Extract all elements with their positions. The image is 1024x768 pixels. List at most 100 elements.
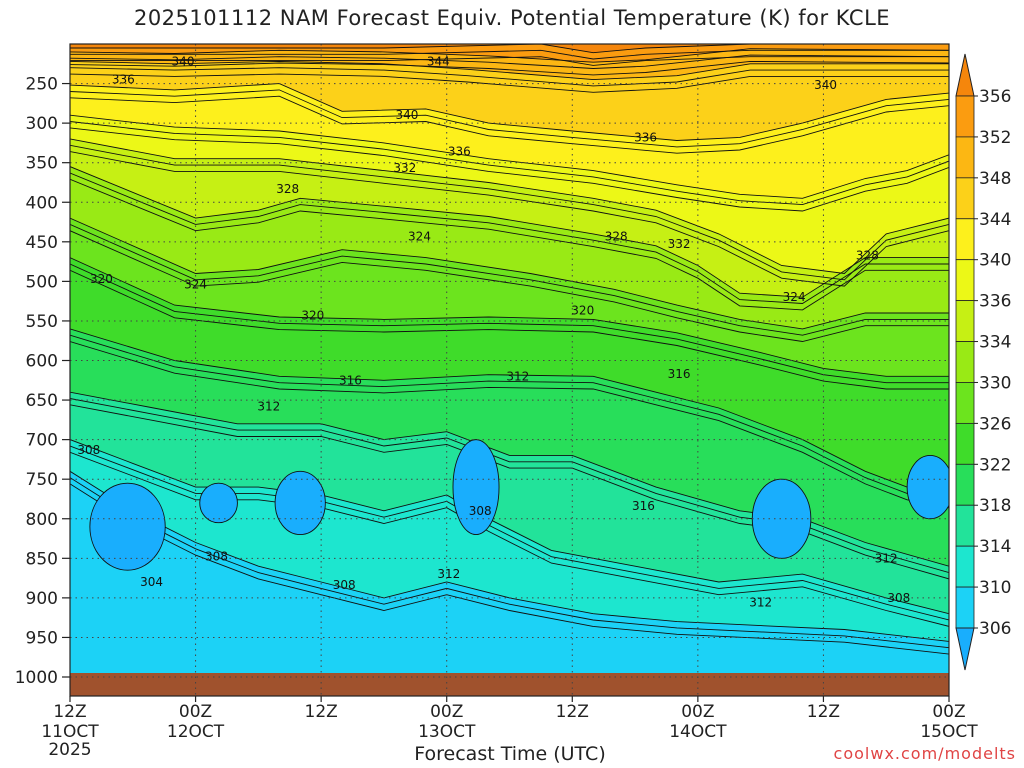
colorbar-band-1 xyxy=(955,136,975,179)
y-tick-label-350: 350 xyxy=(26,154,58,174)
contour-356-2 xyxy=(70,56,949,66)
colorbar-label-314: 314 xyxy=(979,537,1011,557)
colorbar-label-310: 310 xyxy=(979,578,1011,598)
contour-label-23: 308 xyxy=(77,443,100,457)
gridlines xyxy=(69,44,950,696)
contour-340-0 xyxy=(70,83,949,141)
contour-label-11: 328 xyxy=(605,229,628,243)
chart-title: 2025101112 NAM Forecast Equiv. Potential… xyxy=(133,6,891,30)
cold-pocket-3 xyxy=(274,470,326,536)
contour-344-0 xyxy=(70,60,949,81)
contour-label-21: 316 xyxy=(339,373,362,387)
x-axis-label: Forecast Time (UTC) xyxy=(414,743,606,765)
plot-frame xyxy=(69,43,950,697)
x-tick-hour-6: 12Z xyxy=(807,702,840,722)
x-tick-year-0: 2025 xyxy=(48,740,91,760)
colorbar-band-11 xyxy=(955,545,975,588)
contour-336-0 xyxy=(70,114,949,199)
contour-336-2 xyxy=(70,127,949,212)
colorbar-band-7 xyxy=(955,382,975,424)
contour-label-32: 312 xyxy=(749,596,772,610)
contour-label-5: 340 xyxy=(395,108,418,122)
colorbar-band-4 xyxy=(955,259,975,302)
contour-344-2 xyxy=(70,73,949,93)
contour-320-1 xyxy=(70,263,949,384)
contour-label-19: 316 xyxy=(668,367,691,381)
y-tick-label-900: 900 xyxy=(26,589,58,609)
contour-348-0 xyxy=(70,48,949,63)
colorbar-label-330: 330 xyxy=(979,373,1011,393)
colorbar-label-344: 344 xyxy=(979,210,1011,230)
colorbar-tip-top xyxy=(955,53,975,97)
contour-label-10: 324 xyxy=(408,229,431,243)
y-tick-label-1000: 1000 xyxy=(15,668,58,688)
contour-label-18: 320 xyxy=(301,308,324,322)
y-tick-label-300: 300 xyxy=(26,114,58,134)
contour-label-16: 324 xyxy=(783,290,806,304)
contour-label-30: 308 xyxy=(333,578,356,592)
y-tick-label-550: 550 xyxy=(26,312,58,332)
x-tick-date-7: 15OCT xyxy=(920,722,978,742)
x-tick-date-1: 12OCT xyxy=(167,722,225,742)
colorbar: 356 352 348 344 340 336 334 330 326 322 318 314 310 3… xyxy=(955,53,1011,671)
x-tick-hour-0: 12Z xyxy=(53,702,86,722)
contour-label-3: 336 xyxy=(112,73,135,87)
x-tick-date-3: 13OCT xyxy=(418,722,476,742)
colorbar-band-3 xyxy=(955,218,975,261)
y-tick-label-750: 750 xyxy=(26,470,58,490)
colorbar-band-2 xyxy=(955,177,975,220)
contour-328-0 xyxy=(70,166,949,298)
y-tick-label-250: 250 xyxy=(26,75,58,95)
contour-320-2 xyxy=(70,269,949,390)
colorbar-band-10 xyxy=(955,504,975,547)
contour-label-20: 312 xyxy=(506,369,529,383)
contour-label-2: 344 xyxy=(427,54,450,68)
x-tick-date-5: 14OCT xyxy=(669,722,727,742)
contour-306-1 xyxy=(70,477,949,649)
colorbar-label-348: 348 xyxy=(979,169,1011,189)
y-axis: 250 300 350 400 450 500 550 600 650 700 750 800 850 9… xyxy=(15,75,70,688)
contour-344-1 xyxy=(70,67,949,87)
contour-label-14: 320 xyxy=(90,272,113,286)
colorbar-label-326: 326 xyxy=(979,414,1011,434)
contour-340-1 xyxy=(70,89,949,148)
contour-label-9: 328 xyxy=(276,182,299,196)
contour-label-22: 312 xyxy=(257,399,280,413)
contour-324-1 xyxy=(70,223,949,336)
y-tick-label-450: 450 xyxy=(26,233,58,253)
contour-label-15: 324 xyxy=(184,278,207,292)
y-tick-label-800: 800 xyxy=(26,510,58,530)
contour-label-7: 336 xyxy=(448,145,471,159)
y-tick-label-850: 850 xyxy=(26,549,58,569)
colorbar-band-12 xyxy=(955,586,975,629)
x-tick-hour-3: 00Z xyxy=(430,702,463,722)
colorbar-band-6 xyxy=(955,341,975,383)
contour-label-24: 316 xyxy=(632,499,655,513)
credit-link[interactable]: coolwx.com/modelts xyxy=(833,744,1016,763)
colorbar-band-9 xyxy=(955,463,975,506)
contour-label-25: 308 xyxy=(469,504,492,518)
x-tick-hour-1: 00Z xyxy=(179,702,212,722)
contour-340-2 xyxy=(70,95,949,154)
contour-328-2 xyxy=(70,178,949,311)
contour-306-0 xyxy=(70,470,949,642)
cold-pocket-2 xyxy=(199,482,238,524)
x-tick-hour-4: 12Z xyxy=(556,702,589,722)
contour-label-26: 308 xyxy=(205,550,228,564)
contour-316-0 xyxy=(70,328,949,496)
colorbar-band-5 xyxy=(955,300,975,342)
y-tick-label-700: 700 xyxy=(26,431,58,451)
colorbar-label-318: 318 xyxy=(979,496,1011,516)
contour-328-1 xyxy=(70,172,949,304)
contour-label-4: 340 xyxy=(814,78,837,92)
contour-label-29: 304 xyxy=(140,575,163,589)
cold-pocket-6 xyxy=(906,455,949,520)
contour-label-31: 308 xyxy=(887,591,910,605)
colorbar-tip-bottom xyxy=(955,627,975,671)
x-tick-hour-5: 00Z xyxy=(681,702,714,722)
y-tick-label-950: 950 xyxy=(26,628,58,648)
contour-356-0 xyxy=(70,44,949,54)
y-tick-label-650: 650 xyxy=(26,391,58,411)
colorbar-label-336: 336 xyxy=(979,292,1011,312)
